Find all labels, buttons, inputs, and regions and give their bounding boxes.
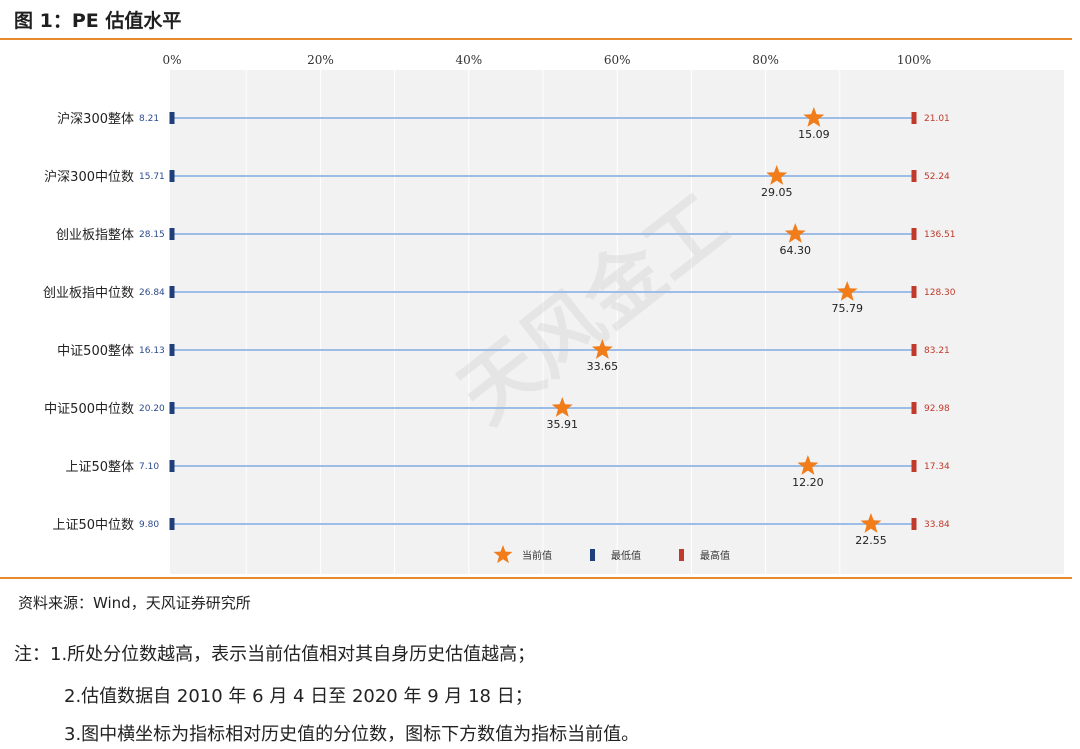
current-star-marker [784, 223, 806, 243]
current-star-marker [766, 165, 788, 185]
legend-max-marker [679, 549, 684, 561]
row-label: 中证500整体 [57, 344, 134, 359]
max-value-label: 136.51 [924, 230, 956, 240]
current-value-label: 29.05 [761, 186, 793, 199]
source-text: 资料来源：Wind，天风证券研究所 [18, 594, 251, 612]
max-marker [911, 460, 917, 472]
min-marker [169, 460, 175, 472]
max-marker [911, 344, 917, 356]
current-value-label: 35.91 [547, 418, 579, 431]
min-marker [169, 344, 175, 356]
current-value-label: 15.09 [798, 128, 830, 141]
x-tick-label: 60% [604, 53, 631, 67]
min-value-label: 20.20 [139, 404, 165, 414]
legend-current-star [493, 545, 513, 564]
current-star-marker [591, 339, 613, 359]
legend-min-label: 最低值 [611, 549, 641, 562]
row-label: 创业板指中位数 [43, 286, 134, 301]
min-marker [169, 112, 175, 124]
max-value-label: 52.24 [924, 172, 950, 182]
min-value-label: 26.84 [139, 288, 165, 298]
max-marker [911, 286, 917, 298]
min-marker [169, 170, 175, 182]
note-line-1: 注：1.所处分位数越高，表示当前估值相对其自身历史估值越高； [14, 644, 536, 665]
current-value-label: 75.79 [831, 302, 863, 315]
x-tick-label: 40% [455, 53, 482, 67]
x-tick-label: 80% [752, 53, 779, 67]
top-divider [0, 38, 1072, 40]
row-label: 上证50整体 [65, 460, 134, 475]
min-marker [169, 286, 175, 298]
legend-current-label: 当前值 [522, 549, 552, 562]
x-tick-label: 100% [897, 53, 931, 67]
current-star-marker [551, 397, 573, 417]
current-value-label: 64.30 [780, 244, 812, 257]
row-label: 创业板指整体 [56, 228, 134, 243]
max-marker [911, 228, 917, 240]
max-value-label: 92.98 [924, 404, 950, 414]
min-marker [169, 518, 175, 530]
note-line-2: 2.估值数据自 2010 年 6 月 4 日至 2020 年 9 月 18 日； [64, 686, 533, 707]
x-tick-label: 20% [307, 53, 334, 67]
note-line-3: 3.图中横坐标为指标相对历史值的分位数，图标下方数值为指标当前值。 [64, 724, 640, 745]
x-tick-label: 0% [162, 53, 181, 67]
row-label: 上证50中位数 [52, 518, 134, 533]
legend-max-label: 最高值 [700, 549, 730, 562]
min-value-label: 15.71 [139, 172, 165, 182]
min-marker [169, 402, 175, 414]
figure-title: 图 1：PE 估值水平 [14, 10, 182, 32]
legend-min-marker [590, 549, 595, 561]
current-value-label: 12.20 [792, 476, 824, 489]
min-value-label: 8.21 [139, 114, 159, 124]
current-star-marker [860, 513, 882, 533]
row-label: 沪深300中位数 [44, 169, 134, 185]
max-marker [911, 170, 917, 182]
max-value-label: 128.30 [924, 288, 956, 298]
current-star-marker [797, 455, 819, 475]
max-value-label: 21.01 [924, 114, 950, 124]
current-star-marker [836, 281, 858, 301]
min-value-label: 9.80 [139, 520, 159, 530]
current-star-marker [803, 107, 825, 127]
bottom-divider [0, 577, 1072, 579]
min-marker [169, 228, 175, 240]
max-marker [911, 402, 917, 414]
max-value-label: 83.21 [924, 346, 950, 356]
min-value-label: 28.15 [139, 230, 165, 240]
current-value-label: 33.65 [587, 360, 619, 373]
max-marker [911, 112, 917, 124]
min-value-label: 16.13 [139, 346, 165, 356]
max-value-label: 33.84 [924, 520, 950, 530]
row-label: 沪深300整体 [57, 111, 134, 127]
max-marker [911, 518, 917, 530]
row-label: 中证500中位数 [44, 402, 134, 417]
max-value-label: 17.34 [924, 462, 950, 472]
current-value-label: 22.55 [855, 534, 887, 547]
min-value-label: 7.10 [139, 462, 159, 472]
